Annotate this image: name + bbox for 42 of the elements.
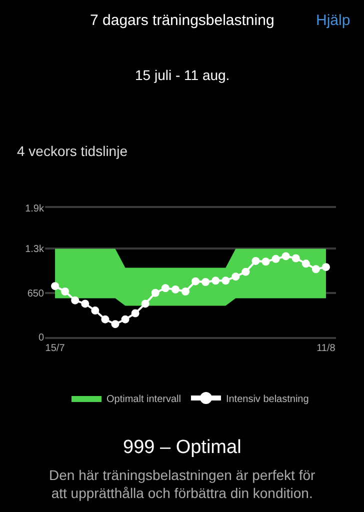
point (151, 288, 160, 297)
point (161, 284, 170, 292)
point (71, 296, 80, 304)
y-tick-label: 1.3k (25, 244, 45, 256)
point (292, 254, 300, 262)
y-tick-label: 1.9k (25, 204, 45, 214)
point (171, 285, 180, 294)
legend-label: Intensiv belastning (226, 394, 309, 405)
text: 4 veckors tidslinje (17, 143, 128, 159)
point (222, 276, 230, 285)
point (131, 309, 140, 318)
point (51, 282, 60, 290)
point (101, 315, 110, 324)
point (312, 265, 320, 274)
point (272, 254, 280, 263)
text: 999 – Optimal (123, 437, 242, 458)
point (212, 276, 220, 285)
point (111, 320, 120, 328)
point (232, 272, 240, 281)
point (121, 315, 130, 324)
point (141, 300, 150, 308)
point (91, 306, 100, 315)
legend-label: Optimalt intervall (106, 394, 181, 405)
chart-subtitle: 15 juli - 11 aug. (135, 67, 230, 83)
point (262, 258, 270, 266)
text: Hjälp (316, 12, 350, 29)
chart-title: 7 dagars träningsbelastning (90, 12, 274, 29)
x-tick-label: 11/8 (316, 342, 336, 354)
point (61, 288, 70, 296)
point (181, 288, 190, 296)
point (322, 263, 330, 272)
text: Den här träningsbelastningen är perfekt för att upprätthålla och förbättra din kondition. (49, 467, 316, 502)
y-tick-label: 0 (38, 332, 44, 344)
point (252, 256, 260, 265)
point (202, 278, 210, 286)
point (302, 260, 310, 268)
point (192, 277, 200, 286)
x-tick-label: 15/7 (45, 342, 66, 354)
point (242, 268, 250, 276)
y-tick-label: 650 (27, 288, 44, 300)
point (81, 300, 90, 308)
point (282, 252, 290, 260)
